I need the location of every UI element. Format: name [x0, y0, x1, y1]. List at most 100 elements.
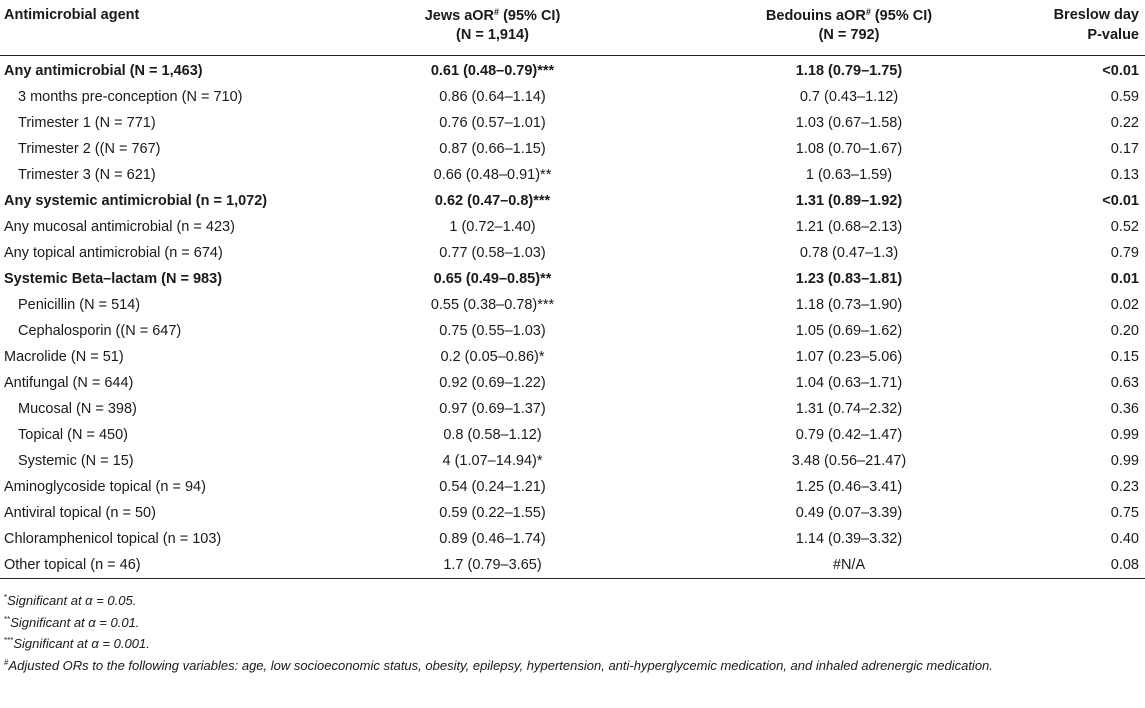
- cell-bedouins-aor: #N/A: [665, 552, 1033, 579]
- table-row: Any systemic antimicrobial (n = 1,072) 0.…: [0, 188, 1145, 214]
- cell-jews-aor: 0.76 (0.57–1.01): [439, 115, 546, 131]
- header-pvalue: P-value: [1033, 27, 1145, 56]
- cell-pvalue: 0.15: [1110, 349, 1139, 365]
- table-row: Any antimicrobial (N = 1,463) 0.61 (0.48–…: [0, 56, 1145, 85]
- table-row: Aminoglycoside topical (n = 94) 0.54 (0.2…: [0, 474, 1145, 500]
- table-row: Penicillin (N = 514) 0.55 (0.38–0.78)*** 1…: [0, 292, 1145, 318]
- cell-bedouins-aor: 0.49 (0.07–3.39): [795, 505, 903, 521]
- cell-bedouins-aor: 1.21 (0.68–2.13): [795, 219, 903, 235]
- footnote-mark: **: [4, 614, 11, 624]
- cell-agent: Trimester 3 (N = 621): [18, 167, 156, 183]
- header-jews-label: Jews aOR: [424, 8, 495, 24]
- table-row: Trimester 1 (N = 771) 0.76 (0.57–1.01) 1.0…: [0, 110, 1145, 136]
- cell-jews-aor: 0.87 (0.66–1.15): [439, 141, 546, 157]
- header-jews-n: (N = 1,914): [320, 27, 665, 56]
- cell-agent: Aminoglycoside topical (n = 94): [4, 479, 206, 495]
- cell-agent: Trimester 2 ((N = 767): [18, 141, 161, 157]
- cell-bedouins-aor: 0.7 (0.43–1.12): [799, 89, 899, 105]
- table-row: Any topical antimicrobial (n = 674) 0.77 …: [0, 240, 1145, 266]
- cell-agent: Cephalosporin ((N = 647): [18, 323, 182, 339]
- cell-jews-aor: 0.8 (0.58–1.12): [443, 427, 542, 443]
- cell-pvalue: 0.01: [1110, 271, 1139, 287]
- cell-jews-aor: 0.2 (0.05–0.86)*: [440, 349, 545, 365]
- header-breslow: Breslow day: [1053, 7, 1139, 23]
- footnote-mark: ***: [4, 636, 14, 645]
- cell-agent: Systemic Beta–lactam (N = 983): [4, 271, 223, 287]
- cell-pvalue: <0.01: [1102, 193, 1139, 209]
- table-row: Antifungal (N = 644) 0.92 (0.69–1.22) 1.04…: [0, 370, 1145, 396]
- table-row: Systemic (N = 15) 4 (1.07–14.94)* 3.48 (0.…: [0, 448, 1145, 474]
- cell-bedouins-aor: 1.25 (0.46–3.41): [795, 479, 903, 495]
- header-agent-blank: [0, 27, 320, 56]
- cell-jews-aor: 0.54 (0.24–1.21): [439, 479, 546, 495]
- cell-agent: Topical (N = 450): [18, 427, 129, 443]
- cell-bedouins-aor: 1.05 (0.69–1.62): [795, 323, 903, 339]
- cell-pvalue: 0.52: [1110, 219, 1139, 235]
- table-row: 3 months pre-conception (N = 710) 0.86 (0…: [0, 84, 1145, 110]
- table-row: Antiviral topical (n = 50) 0.59 (0.22–1.5…: [0, 500, 1145, 526]
- cell-pvalue: <0.01: [1102, 63, 1139, 79]
- cell-pvalue: 0.63: [1110, 375, 1139, 391]
- cell-agent: Macrolide (N = 51): [4, 349, 124, 365]
- header-bedouins-mark: #: [865, 7, 871, 17]
- cell-pvalue: 0.36: [1110, 401, 1139, 417]
- cell-pvalue: 0.75: [1110, 505, 1139, 521]
- cell-bedouins-aor: 1.31 (0.74–2.32): [795, 401, 903, 417]
- table-row: Cephalosporin ((N = 647) 0.75 (0.55–1.03)…: [0, 318, 1145, 344]
- cell-jews-aor: 1.7 (0.79–3.65): [320, 552, 665, 579]
- footnote: **Significant at α = 0.01.: [4, 611, 1145, 633]
- footnote: #Adjusted ORs to the following variables…: [4, 654, 1145, 676]
- cell-jews-aor: 0.77 (0.58–1.03): [439, 245, 546, 261]
- cell-bedouins-aor: 1.04 (0.63–1.71): [795, 375, 903, 391]
- footnote: ***Significant at α = 0.001.: [4, 632, 1145, 654]
- header-bedouins-ci: (95% CI): [870, 8, 933, 24]
- header-bedouins-label: Bedouins aOR: [765, 8, 866, 24]
- table-row: Macrolide (N = 51) 0.2 (0.05–0.86)* 1.07 (…: [0, 344, 1145, 370]
- cell-bedouins-aor: 1 (0.63–1.59): [805, 167, 893, 183]
- header-jews: Jews aOR# (95% CI): [320, 0, 665, 27]
- cell-bedouins-aor: 1.08 (0.70–1.67): [795, 141, 903, 157]
- table-container: Antimicrobial agent Jews aOR# (95% CI) B…: [0, 0, 1145, 676]
- cell-pvalue: 0.17: [1110, 141, 1139, 157]
- cell-jews-aor: 0.75 (0.55–1.03): [439, 323, 546, 339]
- cell-jews-aor: 0.89 (0.46–1.74): [439, 531, 546, 547]
- cell-pvalue: 0.02: [1110, 297, 1139, 313]
- cell-pvalue: 0.99: [1110, 427, 1139, 443]
- header-jews-mark: #: [494, 7, 500, 17]
- table-row: Topical (N = 450) 0.8 (0.58–1.12) 0.79 (0.…: [0, 422, 1145, 448]
- cell-pvalue: 0.22: [1110, 115, 1139, 131]
- cell-pvalue: 0.20: [1110, 323, 1139, 339]
- cell-pvalue: 0.79: [1110, 245, 1139, 261]
- cell-agent: Any mucosal antimicrobial (n = 423): [4, 219, 235, 235]
- footnote: *Significant at α = 0.05.: [4, 589, 1145, 611]
- cell-jews-aor: 0.86 (0.64–1.14): [439, 89, 546, 105]
- cell-agent: Antifungal (N = 644): [4, 375, 134, 391]
- cell-agent: Any antimicrobial (N = 1,463): [4, 63, 203, 79]
- footnote-text: Adjusted ORs to the following variables:…: [8, 657, 993, 673]
- cell-bedouins-aor: 1.31 (0.89–1.92): [795, 193, 903, 209]
- cell-jews-aor: 0.55 (0.38–0.78)***: [430, 297, 555, 313]
- header-bedouins: Bedouins aOR# (95% CI): [665, 0, 1033, 27]
- cell-jews-aor: 0.59 (0.22–1.55): [439, 505, 546, 521]
- table-row: Systemic Beta–lactam (N = 983) 0.65 (0.49…: [0, 266, 1145, 292]
- cell-agent: Antiviral topical (n = 50): [4, 505, 156, 521]
- cell-agent: Any topical antimicrobial (n = 674): [4, 245, 223, 261]
- footnote-text: Significant at α = 0.05.: [7, 593, 137, 608]
- cell-pvalue: 0.13: [1110, 167, 1139, 183]
- cell-bedouins-aor: 3.48 (0.56–21.47): [791, 453, 907, 469]
- cell-jews-aor: 4 (1.07–14.94)*: [442, 453, 543, 469]
- cell-pvalue: 0.08: [1033, 552, 1145, 579]
- results-table: Antimicrobial agent Jews aOR# (95% CI) B…: [0, 0, 1145, 579]
- cell-jews-aor: 0.61 (0.48–0.79)***: [430, 63, 555, 79]
- cell-pvalue: 0.23: [1110, 479, 1139, 495]
- table-row: Other topical (n = 46) 1.7 (0.79–3.65) #N/…: [0, 552, 1145, 579]
- cell-bedouins-aor: 1.23 (0.83–1.81): [795, 271, 903, 287]
- cell-agent: Mucosal (N = 398): [18, 401, 137, 417]
- cell-jews-aor: 0.66 (0.48–0.91)**: [433, 167, 552, 183]
- footnote-mark: *: [4, 593, 8, 602]
- table-row: Trimester 2 ((N = 767) 0.87 (0.66–1.15) 1.…: [0, 136, 1145, 162]
- footnote-mark: #: [4, 657, 9, 667]
- cell-agent: Penicillin (N = 514): [18, 297, 141, 313]
- cell-bedouins-aor: 1.03 (0.67–1.58): [795, 115, 903, 131]
- footnote-text: Significant at α = 0.01.: [10, 614, 140, 630]
